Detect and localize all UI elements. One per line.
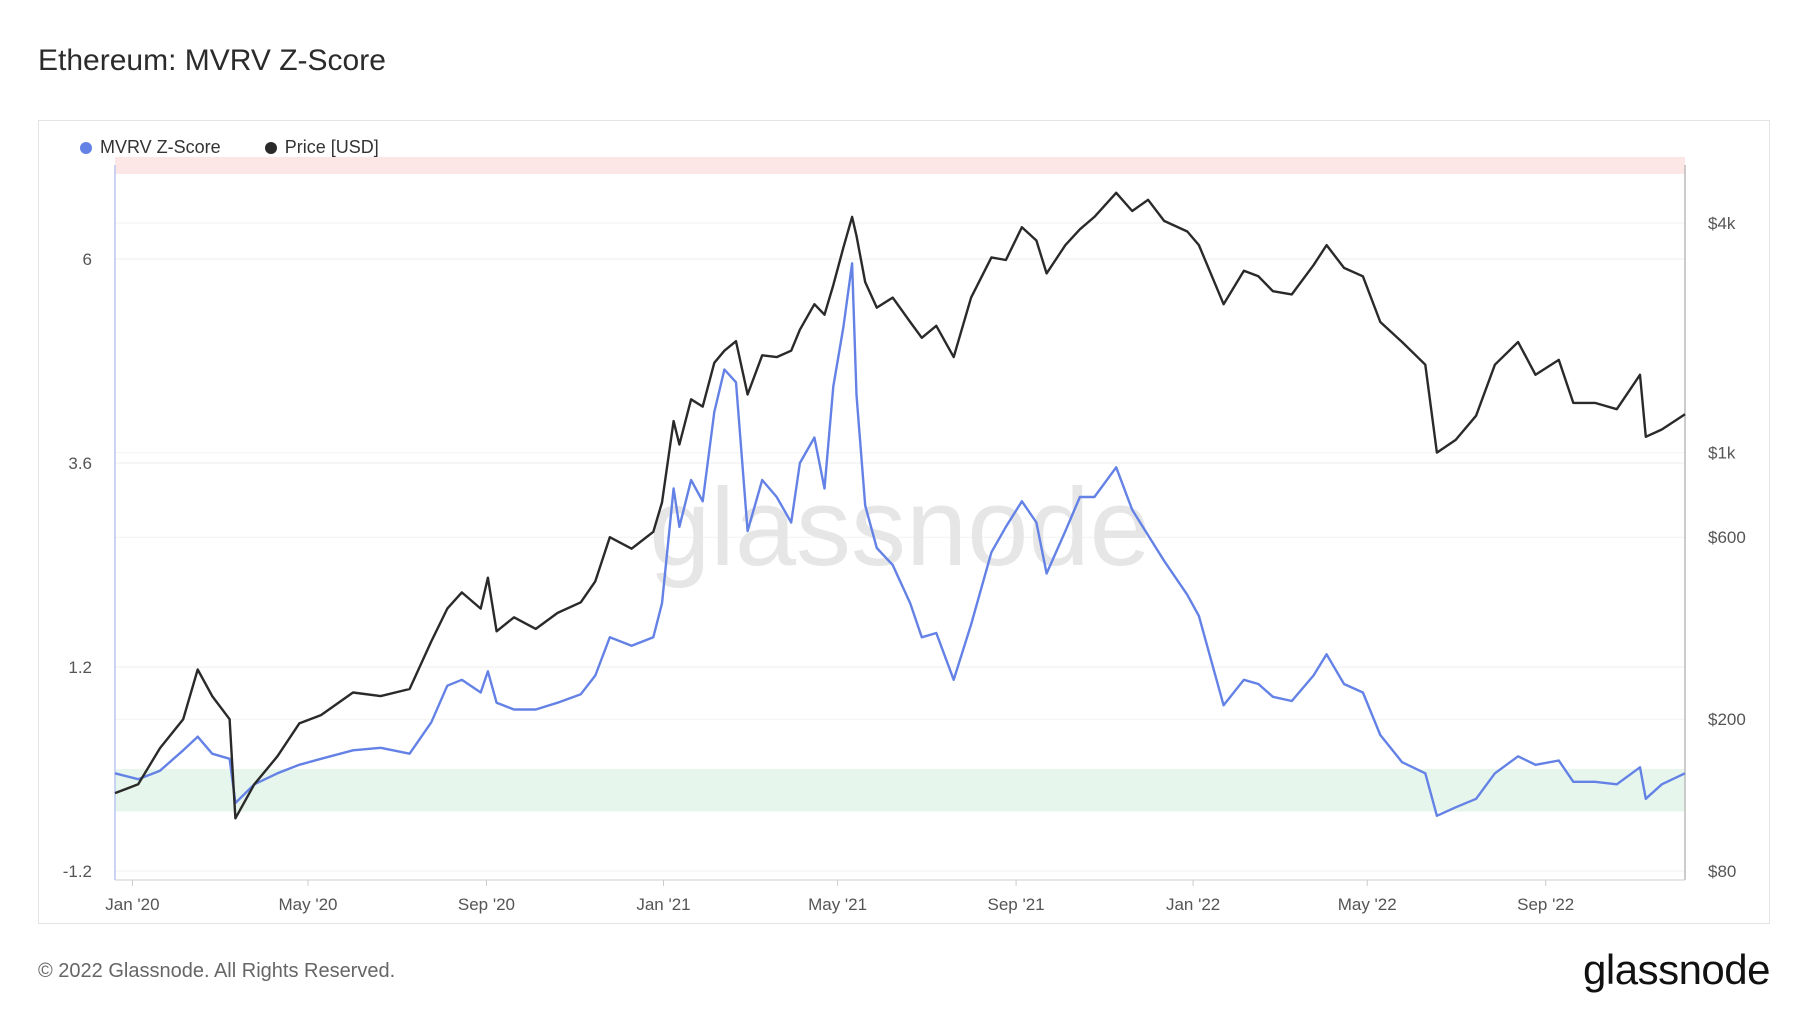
x-tick-label: Sep '21 (988, 895, 1045, 914)
page-title: Ethereum: MVRV Z-Score (38, 44, 386, 77)
right-tick-label: $80 (1708, 862, 1736, 881)
x-tick-label: Jan '20 (105, 895, 159, 914)
bands-layer (115, 157, 1685, 812)
x-tick-label: May '20 (278, 895, 337, 914)
x-tick-label: Sep '20 (458, 895, 515, 914)
x-tick-label: Jan '21 (636, 895, 690, 914)
zscore-line (114, 262, 1686, 817)
undervalued-band (115, 769, 1685, 812)
glassnode-logo: glassnode (1583, 946, 1770, 993)
overvalued-band (115, 157, 1685, 174)
right-ticks: $4k $1k $600 $200 $80 (1708, 214, 1746, 881)
x-ticks: Jan '20 May '20 Sep '20 Jan '21 May '21 Sep '… (105, 880, 1574, 914)
watermark: glassnode (649, 466, 1151, 589)
chart-frame (38, 120, 1770, 924)
left-tick-label: -1.2 (63, 862, 92, 881)
axes-layer (114, 165, 1686, 881)
left-tick-label: 1.2 (68, 658, 92, 677)
right-tick-label: $200 (1708, 710, 1746, 729)
x-tick-label: May '21 (808, 895, 867, 914)
x-tick-label: Jan '22 (1166, 895, 1220, 914)
right-tick-label: $4k (1708, 214, 1736, 233)
left-ticks: 6 3.6 1.2 -1.2 (63, 250, 92, 881)
legend-item-price[interactable]: Price [USD] (264, 137, 379, 158)
x-tick-label: May '22 (1338, 895, 1397, 914)
right-tick-label: $1k (1708, 444, 1736, 463)
left-tick-label: 6 (83, 250, 92, 269)
series-layer (114, 191, 1686, 820)
legend-label-price: Price [USD] (284, 137, 379, 157)
right-tick-label: $600 (1708, 528, 1746, 547)
copyright-text: © 2022 Glassnode. All Rights Reserved. (38, 960, 396, 982)
price-line (114, 191, 1686, 820)
legend-dot-zscore (80, 141, 92, 154)
legend-item-zscore[interactable]: MVRV Z-Score (80, 137, 221, 158)
chart-legend: MVRV Z-Score Price [USD] (80, 137, 379, 158)
grid-layer (115, 222, 1685, 872)
legend-dot-price (264, 141, 277, 154)
legend-label-zscore: MVRV Z-Score (100, 137, 221, 157)
left-tick-label: 3.6 (68, 454, 92, 473)
x-tick-label: Sep '22 (1517, 895, 1574, 914)
